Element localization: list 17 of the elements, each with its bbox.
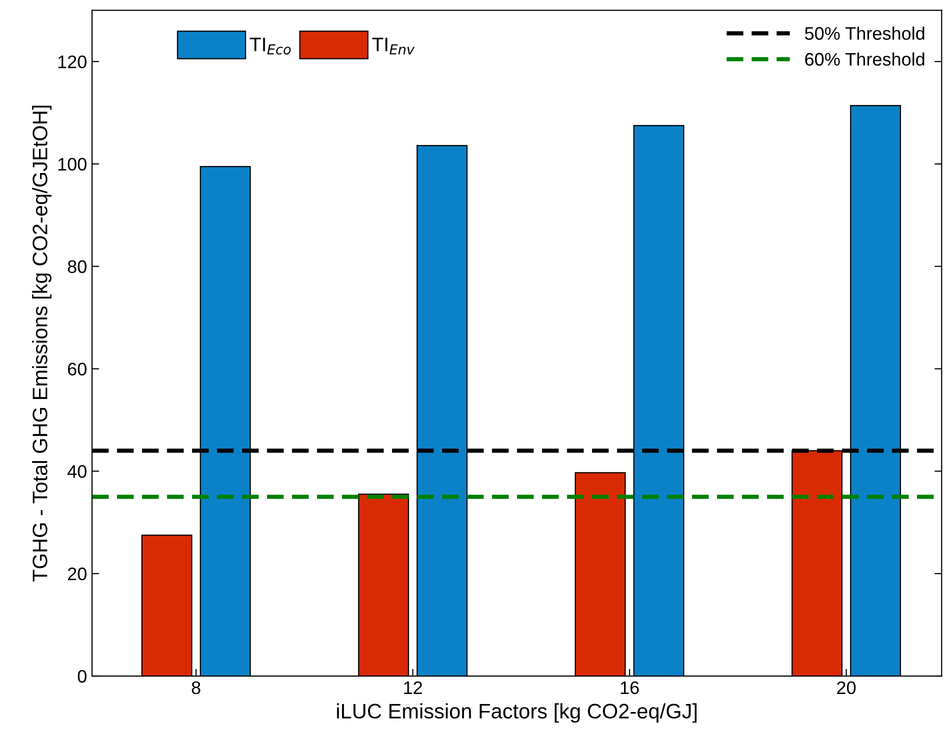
legend-label: 60% Threshold [805, 52, 924, 66]
legend-label: 50% Threshold [804, 26, 924, 40]
y-tick-label: 0 [78, 670, 86, 683]
x-axis-title: iLUC Emission Factors [kg CO2-eq/GJ] [337, 703, 697, 723]
y-tick-label: 20 [68, 568, 86, 580]
legend-label: TI$_{Eco}$ [250, 38, 291, 55]
x-tick-label: 20 [837, 681, 856, 694]
y-tick-label: 100 [58, 158, 86, 171]
y-tick-label: 60 [68, 362, 86, 376]
y-tick-label: 80 [68, 260, 86, 274]
y-tick-label: 40 [68, 465, 86, 478]
legend-label: TI$_{Env}$ [372, 38, 415, 54]
x-tick-label: 8 [192, 681, 200, 694]
x-tick-label: 12 [404, 681, 422, 694]
y-tick-label: 120 [58, 55, 86, 68]
y-axis-title: TGHG - Total GHG Emissions [kg CO2-eq/GJEtOH] [32, 106, 52, 582]
x-tick-label: 16 [620, 681, 639, 694]
